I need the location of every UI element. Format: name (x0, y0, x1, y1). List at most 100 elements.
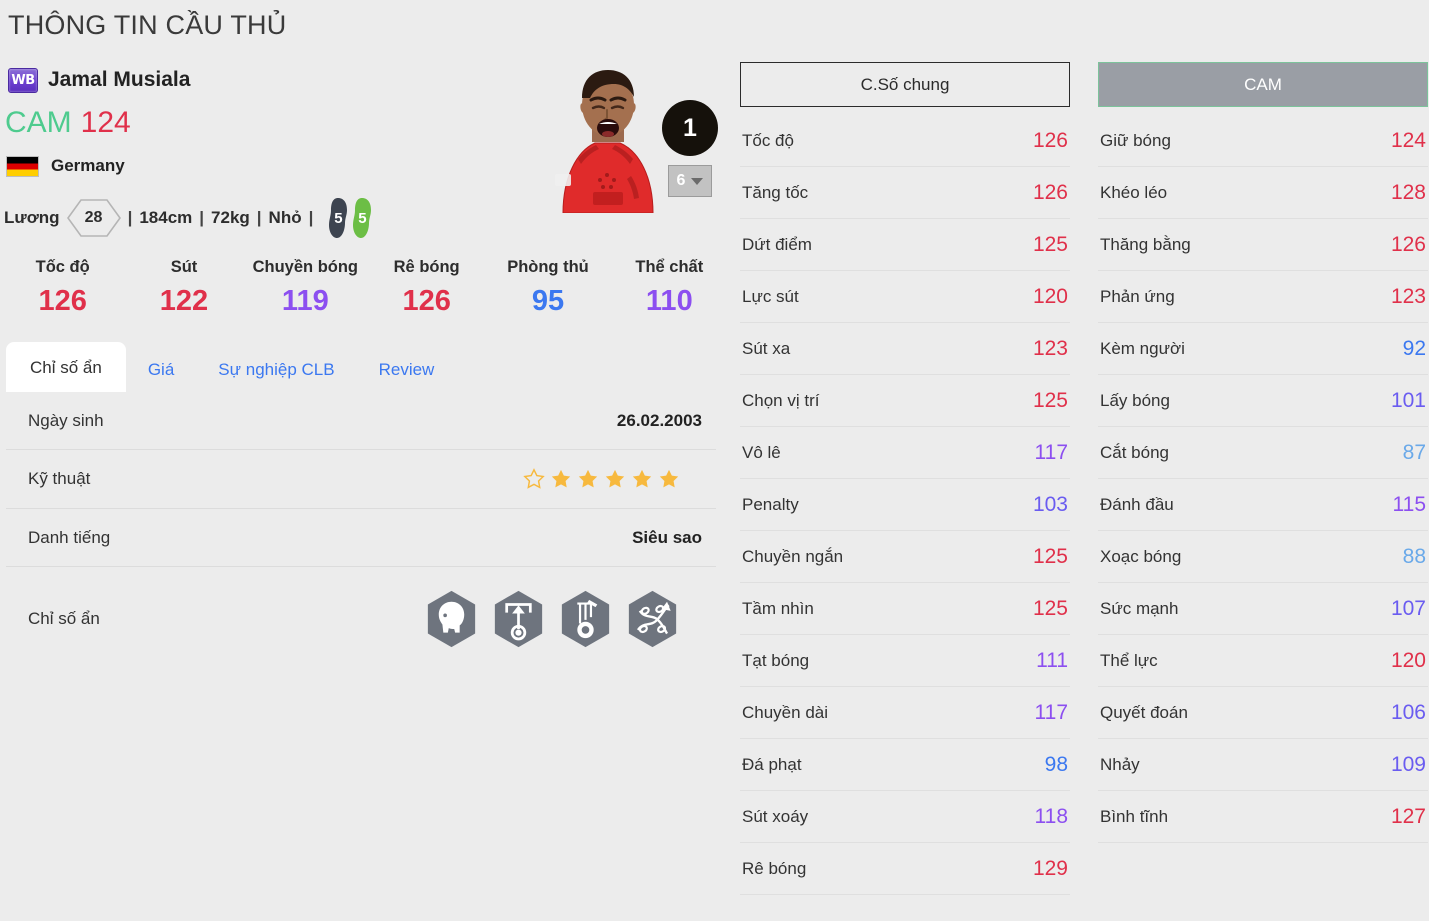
stat-row: Khéo léo 128 (1098, 167, 1428, 219)
stat-row: Xoạc bóng 88 (1098, 531, 1428, 583)
stat-value: 125 (1032, 596, 1068, 620)
stat-name: Vô lê (742, 442, 781, 462)
stat-column-general: C.Số chung Tốc độ 126 Tăng tốc 126 Dứt điể… (740, 62, 1070, 895)
stat-name: Chọn vị trí (742, 390, 820, 410)
skill-label: Kỹ thuật (28, 469, 91, 488)
stat-value: 103 (1032, 492, 1068, 516)
stat-name: Rê bóng (742, 858, 807, 878)
weak-foot-value: 5 (334, 209, 343, 227)
ball-post-icon[interactable] (558, 589, 613, 649)
stat-name: Tăng tốc (742, 182, 809, 202)
meta-sep-1: | (127, 208, 133, 227)
stat-row: Phản ứng 123 (1098, 271, 1428, 323)
attribute-value: 119 (281, 285, 329, 317)
stat-value: 117 (1034, 700, 1068, 724)
reputation-label: Danh tiếng (28, 527, 111, 547)
stat-row: Đá phạt 98 (740, 739, 1070, 791)
stat-name: Sức mạnh (1100, 598, 1179, 618)
stat-row: Penalty 103 (740, 479, 1070, 531)
stat-row: Chuyền ngắn 125 (740, 531, 1070, 583)
birthdate-label: Ngày sinh (28, 410, 104, 430)
player-photo (545, 58, 670, 213)
country-row: Germany (0, 154, 730, 178)
stat-value: 118 (1034, 804, 1068, 828)
player-position: CAM (5, 106, 72, 139)
chevron-down-icon (691, 177, 704, 185)
stat-row: Lấy bóng 101 (1098, 375, 1428, 427)
stat-name: Dứt điểm (742, 234, 812, 254)
stat-row: Tăng tốc 126 (740, 167, 1070, 219)
stat-name: Sút xa (742, 338, 791, 358)
tab-review[interactable]: Review (378, 360, 435, 379)
curved-pass-icon[interactable] (625, 589, 680, 649)
stat-row: Giữ bóng 124 (1098, 115, 1428, 167)
detail-row-hidden-stats: Chỉ số ẩn (6, 567, 716, 671)
attribute-pace: Tốc độ 126 (2, 258, 123, 318)
hidden-stats-label: Chỉ số ẩn (28, 609, 100, 628)
attribute-shooting: Sút 122 (123, 258, 244, 318)
stat-row: Đánh đầu 115 (1098, 479, 1428, 531)
star-outline-icon (523, 468, 545, 489)
stat-value: 115 (1392, 492, 1426, 516)
attribute-label: Phòng thủ (507, 258, 589, 276)
tab-hidden-stats[interactable]: Chỉ số ẩn (6, 342, 126, 392)
attribute-physical: Thể chất 110 (609, 258, 730, 318)
stat-row: Chuyền dài 117 (740, 687, 1070, 739)
attribute-dribbling: Rê bóng 126 (366, 258, 487, 318)
stat-row: Thăng bằng 126 (1098, 219, 1428, 271)
star-filled-icon (551, 469, 571, 488)
stat-value: 123 (1390, 284, 1426, 308)
club-badge-icon: WB (8, 67, 38, 93)
stat-value: 88 (1402, 544, 1426, 568)
stat-name: Xoạc bóng (1100, 546, 1182, 566)
attribute-value: 122 (159, 285, 209, 317)
stat-column-header-general[interactable]: C.Số chung (740, 62, 1070, 107)
stat-name: Chuyền dài (742, 702, 829, 722)
skill-moves-icon: 5 (348, 196, 376, 240)
stat-name: Lấy bóng (1100, 390, 1170, 410)
stat-name: Sút xoáy (742, 806, 809, 826)
stat-value: 124 (1390, 128, 1426, 152)
player-overall-rating: 124 (80, 106, 131, 139)
foot-ratings: 5 5 (324, 196, 376, 240)
attribute-label: Chuyền bóng (252, 258, 359, 276)
player-height: 184cm (139, 208, 193, 227)
wage-label: Lương (4, 208, 60, 227)
detail-row-skill: Kỹ thuật (6, 450, 716, 509)
stat-value: 117 (1034, 440, 1068, 464)
stat-column-header-position[interactable]: CAM (1098, 62, 1428, 107)
player-body-type: Nhỏ (268, 208, 302, 227)
attribute-value: 110 (645, 285, 693, 317)
leader-head-icon[interactable] (424, 589, 479, 649)
alt-number-dropdown[interactable]: 6 (668, 165, 712, 197)
stat-value: 123 (1032, 336, 1068, 360)
attribute-defending: Phòng thủ 95 (487, 258, 608, 318)
meta-sep-2: | (199, 208, 205, 227)
stat-value: 126 (1032, 180, 1068, 204)
main-attributes: Tốc độ 126 Sút 122 Chuyền bóng 119 Rê bó… (0, 258, 730, 318)
stat-name: Lực sút (742, 286, 799, 306)
stat-row: Tầm nhìn 125 (740, 583, 1070, 635)
detailed-stats-panel: C.Số chung Tốc độ 126 Tăng tốc 126 Dứt điể… (740, 62, 1429, 895)
star-filled-icon (578, 469, 598, 488)
germany-flag-icon (6, 155, 39, 177)
stat-name: Phản ứng (1100, 286, 1175, 306)
weak-foot-icon: 5 (324, 196, 352, 240)
stat-name: Quyết đoán (1100, 702, 1188, 722)
tab-club-career[interactable]: Sự nghiệp CLB (218, 360, 335, 379)
tab-price[interactable]: Giá (147, 360, 175, 379)
wage-value: 28 (84, 209, 103, 226)
stat-value: 128 (1390, 180, 1426, 204)
attribute-value: 126 (402, 285, 451, 317)
stat-value: 98 (1044, 752, 1068, 776)
country-name: Germany (51, 156, 125, 175)
reputation-value: Siêu sao (632, 527, 702, 547)
stat-name: Khéo léo (1100, 182, 1168, 202)
stat-value: 109 (1390, 752, 1426, 776)
stat-row: Chọn vị trí 125 (740, 375, 1070, 427)
stat-row: Dứt điểm 125 (740, 219, 1070, 271)
stat-value: 87 (1402, 440, 1426, 464)
stat-name: Chuyền ngắn (742, 546, 844, 566)
position-rating-row: CAM 124 (0, 106, 730, 140)
shot-power-arrow-icon[interactable] (491, 589, 546, 649)
